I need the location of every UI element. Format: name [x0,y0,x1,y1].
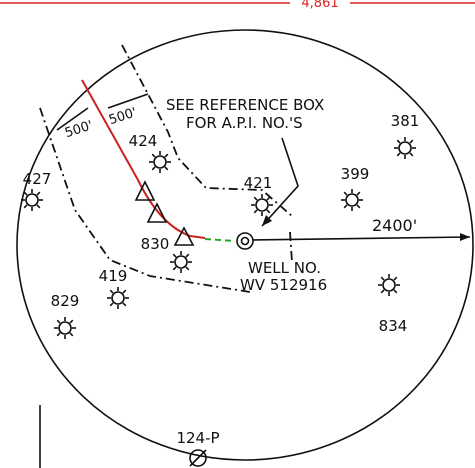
offset-well-ray [266,196,271,201]
offset-well-ray [122,289,127,294]
offset-well-symbol [398,141,412,155]
offset-well-label: 421 [244,174,273,192]
offset-well-ray [409,152,414,157]
leader-line [261,137,299,227]
offset-well-ray [164,153,169,158]
offset-well-ray [185,253,190,258]
radius-circle [16,29,474,461]
offset-well-label: 830 [141,235,170,253]
offset-well-symbol [111,291,125,305]
offset-well-ray [23,191,28,196]
offset-well-ray [109,302,114,307]
offset-well-ray [253,196,258,201]
well-number: WV 512916 [240,276,327,294]
buffer-label: 500' [107,105,139,128]
offset-well-ray [109,289,114,294]
offset-well-ray [380,289,385,294]
offset-well-ray [36,204,41,209]
offset-well-ray [36,191,41,196]
offset-well-ray [23,204,28,209]
offset-well-symbol [153,155,167,169]
dimension-tick [56,107,89,131]
offset-well-ray [409,139,414,144]
triangle-marker [134,180,156,201]
buffer-line [289,231,293,263]
offset-well-ray [396,152,401,157]
note-line: FOR A.P.I. NO.'S [186,114,303,132]
offset-well-label: 834 [379,317,408,335]
offset-well-ray [266,209,271,214]
offset-well-label: 399 [341,165,370,183]
offset-well-ray [253,209,258,214]
plugged-well-label: 124-P [176,429,219,447]
triangle-marker [146,202,168,223]
arrow-head [460,233,470,241]
offset-well-symbol [25,193,39,207]
triangle-marker [173,226,195,246]
offset-well-label: 381 [391,112,420,130]
radius-label: 2400' [372,216,417,235]
offset-well-ray [396,139,401,144]
offset-well-symbol [345,193,359,207]
offset-well-label: 427 [23,170,52,188]
offset-well-ray [151,166,156,171]
dimension-tick [107,93,149,109]
offset-well-ray [343,204,348,209]
offset-well-ray [380,276,385,281]
offset-well-symbol [255,198,269,212]
dimension-label: 4,861 [301,0,338,11]
offset-well-ray [122,302,127,307]
well-symbol [236,232,254,250]
plugged-well-symbol [189,449,207,467]
offset-well-ray [151,153,156,158]
offset-well-ray [69,319,74,324]
offset-well-symbol [382,278,396,292]
offset-well-label: 419 [99,267,128,285]
offset-well-ray [172,253,177,258]
offset-well-symbol [174,255,188,269]
offset-well-ray [356,204,361,209]
offset-well-ray [185,266,190,271]
note-line: SEE REFERENCE BOX [166,96,324,114]
offset-well-ray [69,332,74,337]
offset-well-ray [56,332,61,337]
offset-well-ray [172,266,177,271]
offset-well-symbol [58,321,72,335]
offset-well-ray [343,191,348,196]
offset-well-label: 424 [129,132,158,150]
offset-well-ray [393,289,398,294]
lateral-path [204,238,235,242]
offset-well-ray [56,319,61,324]
buffer-line [121,44,293,217]
offset-well-label: 829 [51,292,80,310]
offset-well-ray [164,166,169,171]
radius-line [252,236,471,241]
offset-well-ray [393,276,398,281]
plugged-well-symbol [189,449,207,467]
offset-well-ray [356,191,361,196]
well-symbol [240,236,250,246]
buffer-line [39,107,251,293]
arrow-head [262,215,272,226]
well-label: WELL NO. [248,259,321,277]
